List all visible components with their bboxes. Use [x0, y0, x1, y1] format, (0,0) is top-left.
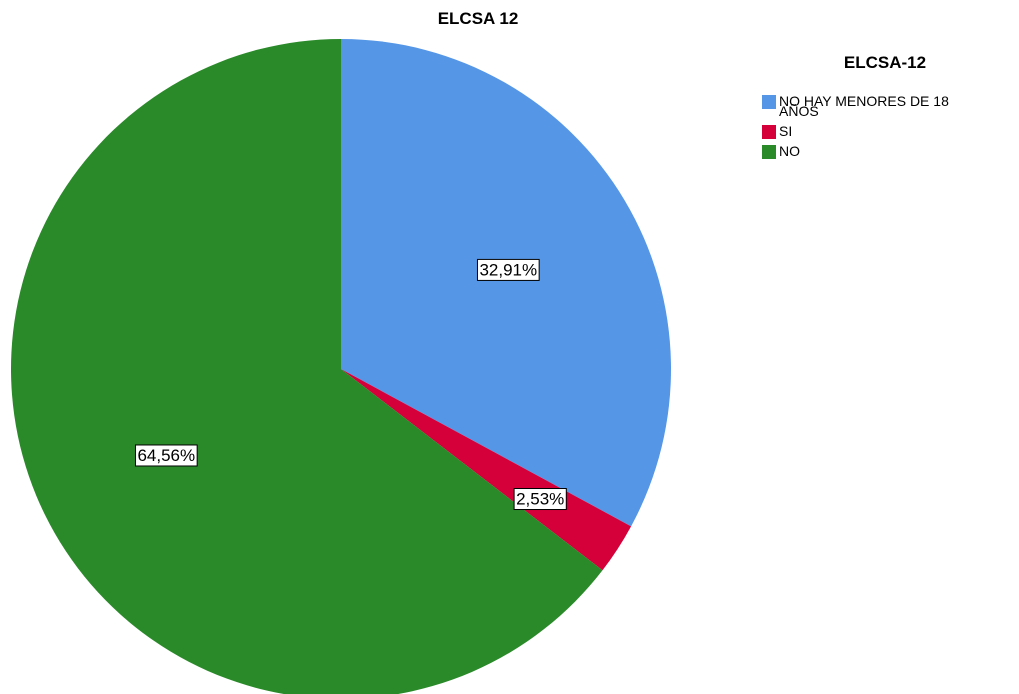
legend-label: NO HAY MENORES DE 18: [779, 93, 949, 109]
legend-title: ELCSA-12: [844, 53, 926, 72]
legend-label: NO: [779, 143, 800, 159]
data-label-box: [134, 444, 198, 467]
data-label-no-hay-menores-de-18-anos: 32,91%: [476, 258, 540, 281]
data-label-si: 2,53%: [513, 488, 567, 511]
legend-item-si: SI: [762, 123, 792, 139]
chart-title: ELCSA 12: [438, 9, 519, 28]
data-label-text: 2,53%: [516, 490, 564, 509]
data-label-text: 64,56%: [137, 446, 195, 465]
data-label-box: [476, 258, 540, 281]
legend-item-no: NO: [762, 143, 800, 159]
data-label-box: [513, 488, 567, 511]
pie-slice-no-hay-menores-de-18-anos: [341, 39, 671, 527]
data-label-text: 32,91%: [479, 260, 537, 279]
data-label-no: 64,56%: [134, 444, 198, 467]
pie-slice-no: [11, 39, 603, 694]
pie-slices: [11, 39, 671, 694]
pie-slice-si: [341, 369, 632, 571]
legend-swatch: [762, 145, 776, 159]
legend-label: SI: [779, 123, 792, 139]
legend-swatch: [762, 95, 776, 109]
legend-label: AÑOS: [779, 103, 819, 119]
data-labels: 32,91% 2,53% 64,56%: [134, 258, 567, 511]
legend-swatch: [762, 125, 776, 139]
